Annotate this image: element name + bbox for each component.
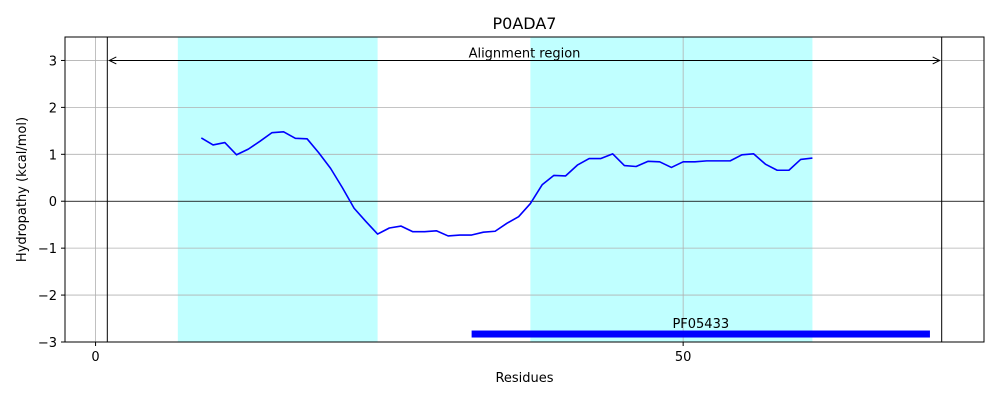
hydropathy-line <box>200 130 813 237</box>
x-tick-label: 0 <box>91 350 99 365</box>
series-group <box>200 130 813 237</box>
plot-frame <box>64 36 985 343</box>
y-tick-label: −3 <box>38 336 57 351</box>
x-axis-label: Residues <box>495 371 553 386</box>
shaded-regions <box>177 37 813 342</box>
y-tick-label: 1 <box>49 148 57 163</box>
domain-bar <box>471 330 930 338</box>
alignment-region-group: Alignment region <box>106 37 943 342</box>
y-tick-label: 3 <box>49 54 57 69</box>
y-axis-label: Hydropathy (kcal/mol) <box>15 117 30 262</box>
axis-ticks: 0 50 −3 −2 −1 0 1 2 3 <box>38 54 692 365</box>
domain-group: PF05433 <box>471 317 930 338</box>
alignment-region-label: Alignment region <box>469 46 581 61</box>
domain-label: PF05433 <box>672 317 729 332</box>
shaded-region-1 <box>177 37 378 342</box>
chart-title: P0ADA7 <box>493 14 557 33</box>
y-tick-label: 0 <box>49 195 57 210</box>
shaded-region-2 <box>530 37 813 342</box>
y-tick-label: −1 <box>38 242 57 257</box>
y-tick-label: 2 <box>49 101 57 116</box>
alignment-arrow-left-head <box>108 56 117 65</box>
y-tick-label: −2 <box>38 289 57 304</box>
alignment-arrow-right-head <box>932 56 941 65</box>
x-tick-label: 50 <box>675 350 692 365</box>
